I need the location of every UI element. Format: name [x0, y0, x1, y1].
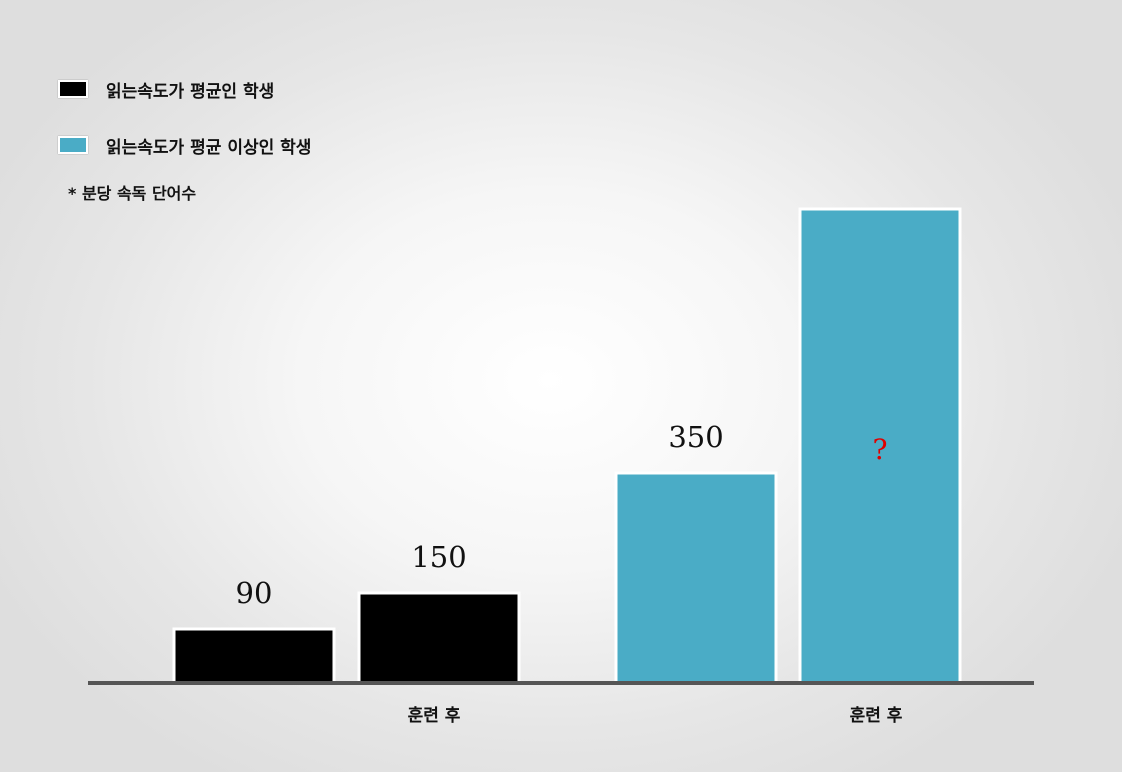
legend-swatch-average — [58, 80, 88, 98]
category-label-2: 훈련 후 — [850, 705, 903, 726]
bar-g2-2 — [798, 207, 962, 685]
legend-label-above: 읽는속도가 평균 이상인 학생 — [106, 137, 312, 158]
category-label-1: 훈련 후 — [408, 705, 461, 726]
legend-item-above: 읽는속도가 평균 이상인 학생 — [58, 130, 311, 160]
legend: 읽는속도가 평균인 학생 읽는속도가 평균 이상인 학생 — [58, 74, 311, 186]
legend-label-average: 읽는속도가 평균인 학생 — [106, 81, 275, 102]
bar-g1-1 — [172, 627, 336, 685]
value-label-g2-1: 350 — [668, 420, 723, 454]
unknown-value-label: ? — [872, 433, 887, 466]
legend-swatch-above — [58, 136, 88, 154]
value-label-g1-1: 90 — [236, 576, 273, 610]
value-label-g1-2: 150 — [411, 540, 466, 574]
bar-g2-1 — [614, 471, 778, 685]
legend-item-average: 읽는속도가 평균인 학생 — [58, 74, 311, 104]
unit-note: * 분당 속독 단어수 — [68, 184, 197, 203]
bar-g1-2 — [357, 591, 521, 685]
